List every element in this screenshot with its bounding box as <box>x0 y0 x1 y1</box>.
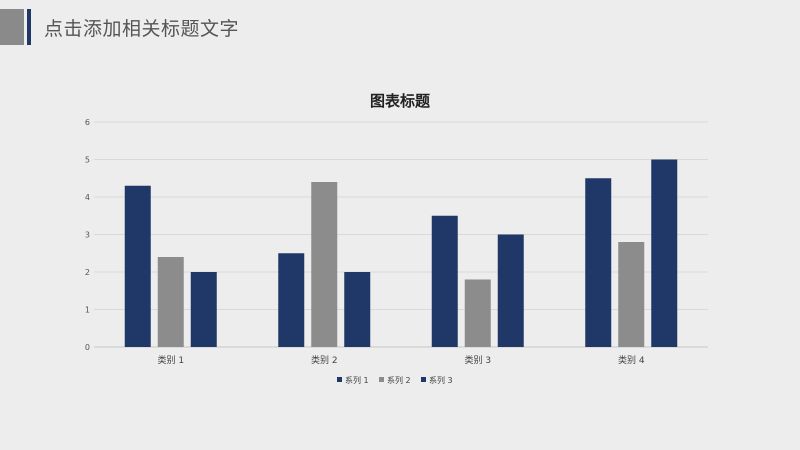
legend-label: 系列 3 <box>429 375 453 385</box>
header-accent-block <box>0 9 24 45</box>
chart-bars <box>124 159 678 348</box>
header-accent-bar <box>27 9 31 45</box>
bar-1-2[interactable] <box>278 253 305 347</box>
legend-label: 系列 1 <box>345 375 369 385</box>
bar-3-1[interactable] <box>190 272 217 347</box>
y-tick-label: 1 <box>85 306 90 315</box>
y-tick-label: 3 <box>85 231 90 240</box>
bar-1-3[interactable] <box>431 215 458 347</box>
y-tick-label: 5 <box>85 156 90 165</box>
legend-swatch <box>421 377 426 382</box>
legend-swatch <box>379 377 384 382</box>
bar-2-3[interactable] <box>464 279 491 348</box>
chart-legend: 系列 1 系列 2 系列 3 <box>337 375 453 385</box>
x-category-label: 类别 1 <box>157 354 184 366</box>
chart-gridlines <box>94 121 708 348</box>
x-axis-categories: 类别 1 类别 2 类别 3 类别 4 <box>157 354 644 366</box>
y-tick-label: 2 <box>85 268 90 277</box>
x-category-label: 类别 3 <box>464 354 491 366</box>
legend-swatch <box>337 377 342 382</box>
page-title[interactable]: 点击添加相关标题文字 <box>44 18 240 40</box>
y-tick-label: 0 <box>85 343 90 352</box>
bar-2-4[interactable] <box>618 242 645 347</box>
x-category-label: 类别 2 <box>311 354 338 366</box>
y-axis-ticks: 0 1 2 3 4 5 6 <box>85 118 90 352</box>
y-tick-label: 4 <box>85 193 90 202</box>
bar-3-3[interactable] <box>497 234 524 348</box>
bar-2-1[interactable] <box>157 257 184 347</box>
bar-3-2[interactable] <box>344 272 371 347</box>
bar-2-2[interactable] <box>311 182 338 347</box>
chart-title[interactable]: 图表标题 <box>370 92 431 110</box>
bar-3-4[interactable] <box>651 159 678 348</box>
bar-1-1[interactable] <box>124 185 151 347</box>
bar-1-4[interactable] <box>585 178 612 347</box>
legend-label: 系列 2 <box>387 375 411 385</box>
x-category-label: 类别 4 <box>618 354 645 366</box>
y-tick-label: 6 <box>85 118 90 127</box>
